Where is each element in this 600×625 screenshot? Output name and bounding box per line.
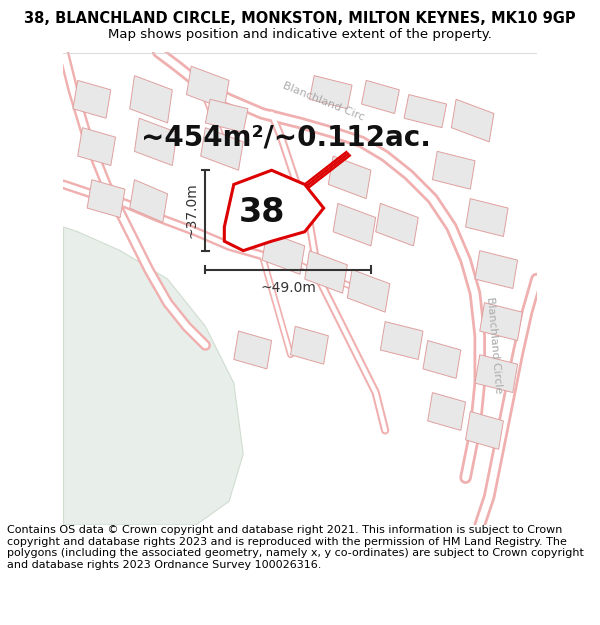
Polygon shape [347, 269, 390, 312]
Polygon shape [333, 203, 376, 246]
Text: Blanchland Circ: Blanchland Circ [281, 81, 365, 123]
Polygon shape [234, 331, 272, 369]
Polygon shape [290, 326, 328, 364]
Polygon shape [328, 156, 371, 199]
Text: ~49.0m: ~49.0m [260, 281, 316, 296]
Polygon shape [205, 99, 248, 132]
Polygon shape [134, 118, 177, 166]
Polygon shape [73, 81, 111, 118]
Polygon shape [224, 170, 323, 251]
Text: Contains OS data © Crown copyright and database right 2021. This information is : Contains OS data © Crown copyright and d… [7, 525, 584, 570]
Polygon shape [480, 302, 523, 341]
Polygon shape [466, 199, 508, 236]
Polygon shape [433, 151, 475, 189]
Polygon shape [187, 66, 229, 109]
Text: 38: 38 [239, 196, 286, 229]
Polygon shape [200, 127, 243, 170]
Polygon shape [87, 180, 125, 218]
Polygon shape [376, 203, 418, 246]
Polygon shape [130, 180, 167, 222]
Text: Blanchland Circle: Blanchland Circle [485, 296, 503, 394]
Polygon shape [404, 94, 446, 128]
Text: 38, BLANCHLAND CIRCLE, MONKSTON, MILTON KEYNES, MK10 9GP: 38, BLANCHLAND CIRCLE, MONKSTON, MILTON … [24, 11, 576, 26]
Polygon shape [64, 227, 243, 525]
Polygon shape [77, 127, 116, 166]
Polygon shape [466, 411, 503, 449]
Polygon shape [310, 76, 352, 109]
Polygon shape [380, 322, 423, 359]
Polygon shape [475, 251, 518, 289]
Text: Map shows position and indicative extent of the property.: Map shows position and indicative extent… [108, 28, 492, 41]
Polygon shape [423, 341, 461, 378]
Polygon shape [361, 81, 400, 114]
Polygon shape [262, 232, 305, 274]
Polygon shape [475, 355, 518, 392]
Polygon shape [305, 251, 347, 293]
Polygon shape [130, 76, 172, 123]
Text: ~454m²/~0.112ac.: ~454m²/~0.112ac. [141, 123, 431, 151]
Polygon shape [428, 392, 466, 431]
Text: ~37.0m: ~37.0m [184, 182, 199, 238]
Polygon shape [451, 99, 494, 142]
